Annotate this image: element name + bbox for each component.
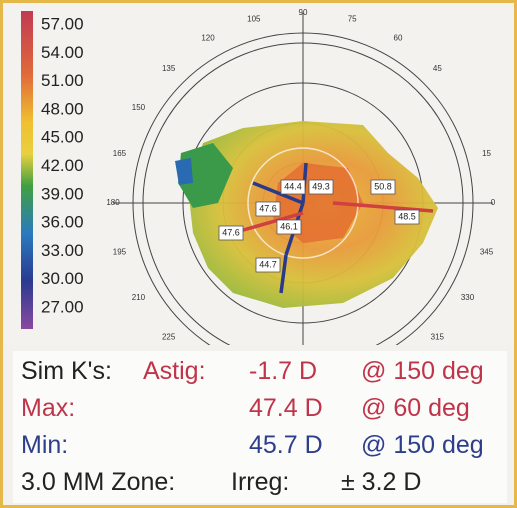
sim-k-cell: Sim K's: [21,357,112,385]
scale-label: 45.00 [41,128,84,147]
scale-label: 33.00 [41,241,84,260]
map-value: 50.8 [374,181,392,191]
sim-k-cell: Irreg: [231,468,290,496]
map-value: 46.1 [280,221,298,231]
angle-label: 105 [247,15,261,24]
map-value: 44.7 [259,259,277,269]
angle-label: 75 [348,15,357,24]
scale-label: 48.00 [41,99,84,118]
angle-label: 330 [461,293,475,302]
sim-k-cell: ± 3.2 D [341,468,422,496]
value-box [218,225,244,241]
color-scale-bar [21,11,33,329]
sim-k-cell: Max: [21,394,76,422]
scale-label: 39.00 [41,184,84,203]
sim-k-cell: 3.0 MM Zone: [21,468,176,496]
angle-label: 165 [113,149,127,158]
sim-k-cell: @ 150 deg [361,357,484,385]
value-box [255,201,281,217]
map-value: 49.3 [312,181,330,191]
scale-label: 42.00 [41,156,84,175]
map-value: 47.6 [222,227,240,237]
scale-label: 51.00 [41,71,84,90]
angle-label: 90 [299,8,308,17]
angle-label: 195 [113,247,127,256]
value-box [370,179,396,195]
angle-label: 210 [132,293,146,302]
sim-k-cell: Astig: [143,357,206,385]
angle-label: 180 [106,198,120,207]
angle-label: 135 [162,64,176,73]
angle-label: 150 [132,103,146,112]
value-box [255,257,281,273]
value-box [308,179,334,195]
value-box [280,179,306,195]
scale-label: 36.00 [41,213,84,232]
zone-ring [247,147,359,259]
curvature-map [178,143,233,208]
angle-label: 0 [491,198,496,207]
map-value: 48.5 [398,211,416,221]
sim-k-cell: 45.7 D [249,431,323,459]
scale-label: 54.00 [41,43,84,62]
angle-label: 15 [482,149,491,158]
scale-label: 57.00 [41,14,84,33]
sim-k-cell: Min: [21,431,69,459]
angle-label: 345 [480,247,494,256]
sim-k-panel: Sim K's: Astig: -1.7 D @ 150 deg Max: 47.4 D @… [13,351,507,503]
map-value: 44.4 [284,181,302,191]
sim-k-cell: 47.4 D [249,394,323,422]
topography-map: 57.00 54.00 51.00 48.00 45.00 42.00 39.00 36.00… [3,3,514,374]
curvature-map [175,158,193,185]
angle-label: 45 [433,64,442,73]
scale-label: 30.00 [41,269,84,288]
value-box [276,219,302,235]
map-value: 47.6 [259,203,277,213]
scale-label: 27.00 [41,297,84,316]
angle-label: 60 [394,34,403,43]
sim-k-cell: @ 150 deg [361,431,484,459]
angle-label: 120 [201,34,215,43]
sim-k-cell: -1.7 D [249,357,318,385]
sim-k-cell: @ 60 deg [361,394,470,422]
angle-label: 225 [162,332,176,341]
value-box [394,209,420,225]
angle-label: 315 [431,332,445,341]
